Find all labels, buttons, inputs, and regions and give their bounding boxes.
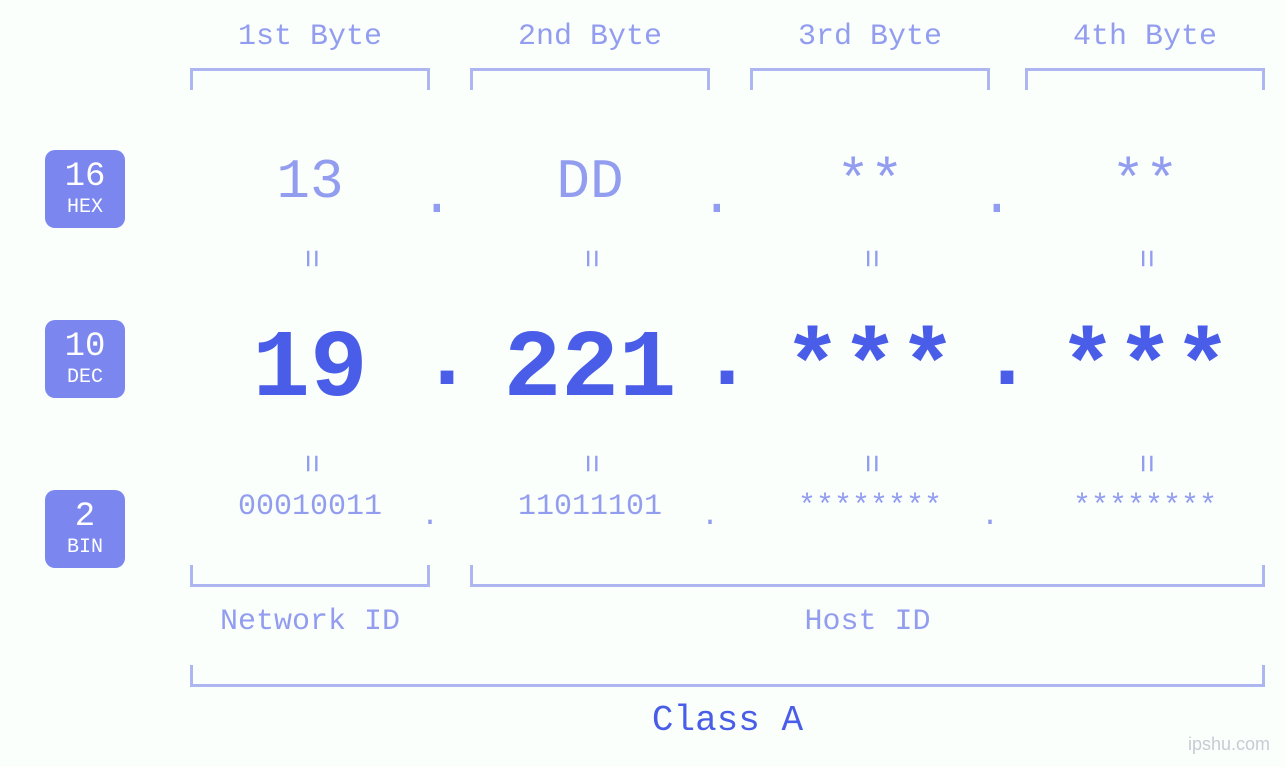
hex-byte-3: ** xyxy=(735,150,1005,214)
host-id-label: Host ID xyxy=(470,605,1265,639)
eq-icon: = xyxy=(572,449,609,479)
bin-byte-3: ******** xyxy=(735,490,1005,524)
byte-label-3: 3rd Byte xyxy=(735,20,1005,54)
dec-byte-3: *** xyxy=(735,315,1005,424)
hex-byte-4: ** xyxy=(1010,150,1280,214)
hex-dot-2: . xyxy=(700,165,720,229)
dec-dot-1: . xyxy=(420,310,440,412)
dec-dot-2: . xyxy=(700,310,720,412)
bracket-top-1 xyxy=(190,68,430,90)
badge-hex: 16 HEX xyxy=(45,150,125,228)
badge-hex-txt: HEX xyxy=(45,196,125,220)
badge-dec-txt: DEC xyxy=(45,366,125,390)
class-label: Class A xyxy=(190,700,1265,741)
bracket-top-3 xyxy=(750,68,990,90)
bracket-class xyxy=(190,665,1265,687)
eq-icon: = xyxy=(292,244,329,274)
hex-byte-2: DD xyxy=(455,150,725,214)
badge-bin: 2 BIN xyxy=(45,490,125,568)
watermark: ipshu.com xyxy=(1188,734,1270,755)
badge-dec-num: 10 xyxy=(45,330,125,364)
badge-dec: 10 DEC xyxy=(45,320,125,398)
bracket-top-4 xyxy=(1025,68,1265,90)
badge-hex-num: 16 xyxy=(45,160,125,194)
bin-dot-1: . xyxy=(420,500,440,534)
eq-icon: = xyxy=(1127,244,1164,274)
byte-label-1: 1st Byte xyxy=(175,20,445,54)
bracket-host-id xyxy=(470,565,1265,587)
dec-byte-4: *** xyxy=(1010,315,1280,424)
bin-byte-2: 11011101 xyxy=(455,490,725,524)
ip-address-diagram: 1st Byte 2nd Byte 3rd Byte 4th Byte 16 H… xyxy=(0,0,1285,767)
eq-icon: = xyxy=(852,449,889,479)
byte-label-4: 4th Byte xyxy=(1010,20,1280,54)
hex-dot-1: . xyxy=(420,165,440,229)
bin-byte-4: ******** xyxy=(1010,490,1280,524)
dec-byte-1: 19 xyxy=(175,315,445,424)
byte-label-2: 2nd Byte xyxy=(455,20,725,54)
eq-icon: = xyxy=(1127,449,1164,479)
bin-dot-3: . xyxy=(980,500,1000,534)
network-id-label: Network ID xyxy=(190,605,430,639)
eq-icon: = xyxy=(292,449,329,479)
bin-byte-1: 00010011 xyxy=(175,490,445,524)
badge-bin-num: 2 xyxy=(45,500,125,534)
hex-byte-1: 13 xyxy=(175,150,445,214)
bin-dot-2: . xyxy=(700,500,720,534)
bracket-network-id xyxy=(190,565,430,587)
dec-dot-3: . xyxy=(980,310,1000,412)
dec-byte-2: 221 xyxy=(455,315,725,424)
eq-icon: = xyxy=(852,244,889,274)
eq-icon: = xyxy=(572,244,609,274)
hex-dot-3: . xyxy=(980,165,1000,229)
badge-bin-txt: BIN xyxy=(45,536,125,560)
bracket-top-2 xyxy=(470,68,710,90)
